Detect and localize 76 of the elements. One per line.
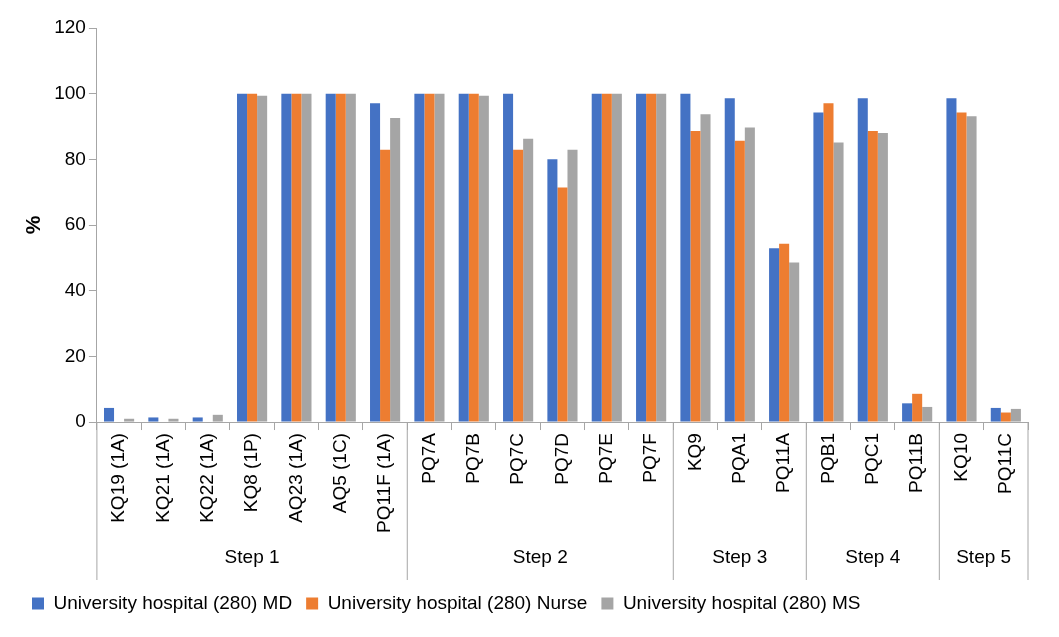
x-tick-label: PQ7E: [595, 433, 617, 484]
bar: [503, 93, 514, 422]
bar: [557, 187, 568, 422]
y-tick-label: 40: [64, 278, 86, 300]
y-tick-label: 80: [64, 147, 86, 169]
bar: [335, 93, 346, 422]
bar: [813, 112, 824, 422]
y-tick-label: 100: [54, 81, 86, 103]
bar: [325, 93, 336, 422]
bar: [690, 131, 701, 422]
bar: [902, 403, 913, 422]
x-tick-label: AQ23 (1A): [284, 433, 306, 523]
bar: [237, 93, 248, 422]
bar: [247, 93, 258, 422]
bar: [779, 243, 790, 422]
text: Step 3: [712, 546, 768, 568]
y-tick-label: 60: [64, 213, 86, 235]
bar: [636, 93, 647, 422]
legend-label: University hospital (280) MD: [53, 591, 293, 613]
text: Step 2: [512, 546, 568, 568]
x-tick-label: PQ11B: [905, 433, 927, 493]
x-tick-label: KQ9: [683, 433, 705, 472]
text: Step 5: [956, 546, 1012, 568]
x-tick-label: PQB1: [816, 433, 838, 484]
bar: [956, 112, 967, 422]
x-tick-label: KQ10: [949, 433, 971, 482]
x-tick-label: KQ19 (1A): [107, 433, 129, 523]
x-tick-label: PQ7F: [639, 433, 661, 483]
x-tick-label: PQA1: [728, 433, 750, 484]
x-tick-label: PQ7A: [417, 432, 439, 484]
bar: [867, 131, 878, 422]
bar: [601, 93, 612, 422]
bar: [370, 103, 381, 422]
x-tick-label: KQ8 (1P): [240, 433, 262, 513]
bar: [724, 98, 735, 422]
bar: [458, 93, 469, 422]
x-tick-label: PQ7B: [462, 433, 484, 484]
y-tick-label: 120: [54, 16, 86, 38]
bar: [192, 417, 203, 422]
x-tick-label: PQ7C: [506, 433, 528, 485]
x-tick-label: KQ21 (1A): [151, 433, 173, 523]
bar: [591, 93, 602, 422]
bar: [513, 149, 524, 422]
bar: [547, 159, 558, 422]
bar: [291, 93, 302, 422]
x-tick-label: PQ11F (1A): [373, 433, 395, 534]
legend-label: University hospital (280) Nurse: [327, 591, 588, 613]
bar: [646, 93, 657, 422]
x-tick-label: PQ11C: [994, 433, 1016, 494]
bar: [946, 98, 957, 422]
y-axis-title: %: [21, 215, 45, 235]
bar: [424, 93, 435, 422]
bar: [468, 93, 479, 422]
x-tick-label: PQ7D: [550, 433, 572, 485]
y-tick-label: 20: [64, 344, 86, 366]
bar: [769, 248, 780, 422]
bar: [990, 407, 1001, 422]
x-tick-label: PQC1: [861, 433, 883, 485]
bar: [104, 407, 115, 422]
bar: [734, 140, 745, 422]
bar: [823, 103, 834, 422]
x-tick-label: KQ22 (1A): [195, 433, 217, 523]
bar: [857, 98, 868, 422]
bar: [380, 149, 391, 422]
bar: [281, 93, 292, 422]
bar: [414, 93, 425, 422]
y-tick-label: 0: [75, 410, 86, 432]
x-tick-label: PQ11A: [772, 432, 794, 493]
bar: [1000, 412, 1011, 422]
legend-label: University hospital (280) MS: [622, 591, 861, 613]
text: Step 4: [845, 546, 901, 568]
bar: [680, 93, 691, 422]
bar: [912, 393, 923, 422]
text: Step 1: [224, 546, 280, 568]
bar: [148, 417, 159, 422]
x-tick-label: AQ5 (1C): [328, 433, 350, 514]
